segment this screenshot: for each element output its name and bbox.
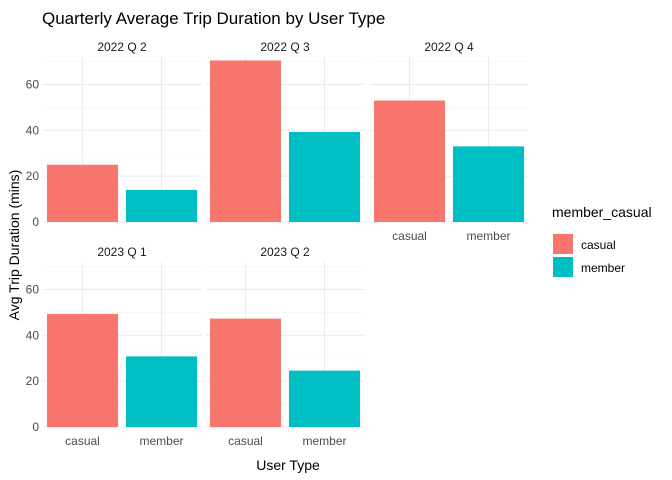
facet-strip-label: 2023 Q 2 xyxy=(260,245,310,259)
y-tick-label: 0 xyxy=(32,215,39,229)
facet-panel: 2023 Q 1 0 20 40 60 casual member xyxy=(26,245,201,448)
facet-strip-label: 2023 Q 1 xyxy=(97,245,147,259)
facet-strip-label: 2022 Q 4 xyxy=(424,40,474,54)
legend-title: member_casual xyxy=(552,204,652,220)
facet-panels: 2022 Q 2 0 20 40 60 2022 Q 3 2022 Q 4 casual mem… xyxy=(26,40,528,448)
legend-label-member: member xyxy=(581,261,625,275)
bar-member xyxy=(125,189,198,222)
y-tick-label: 40 xyxy=(26,123,40,137)
y-tick-label: 60 xyxy=(26,283,40,297)
bar-casual xyxy=(373,100,446,222)
x-tick-label: member xyxy=(466,229,510,243)
legend-swatch-member xyxy=(553,257,573,277)
chart-title: Quarterly Average Trip Duration by User … xyxy=(42,9,385,28)
bar-member xyxy=(452,146,525,222)
x-axis-title: User Type xyxy=(256,457,320,473)
x-tick-label: casual xyxy=(228,434,263,448)
x-tick-label: casual xyxy=(65,434,100,448)
bar-casual xyxy=(46,164,119,222)
y-tick-label: 0 xyxy=(32,420,39,434)
y-tick-label: 40 xyxy=(26,328,40,342)
legend-swatch-casual xyxy=(553,234,573,254)
bar-member xyxy=(288,370,361,427)
y-tick-label: 60 xyxy=(26,78,40,92)
x-tick-label: member xyxy=(139,434,183,448)
facet-panel: 2022 Q 4 casual member xyxy=(370,40,528,243)
bar-casual xyxy=(209,318,282,427)
facet-panel: 2022 Q 2 0 20 40 60 xyxy=(26,40,201,229)
x-tick-label: casual xyxy=(392,229,427,243)
legend-label-casual: casual xyxy=(581,238,616,252)
y-tick-label: 20 xyxy=(26,374,40,388)
y-axis-title: Avg Trip Duration (mins) xyxy=(6,170,22,321)
bar-member xyxy=(125,356,198,427)
legend: member_casual casual member xyxy=(552,204,652,277)
y-tick-label: 20 xyxy=(26,169,40,183)
x-tick-label: member xyxy=(302,434,346,448)
bar-casual xyxy=(46,314,119,427)
bar-casual xyxy=(209,60,282,222)
facet-strip-label: 2022 Q 2 xyxy=(97,40,147,54)
bar-member xyxy=(288,131,361,222)
facet-panel: 2022 Q 3 xyxy=(206,40,364,223)
facet-panel: 2023 Q 2 casual member xyxy=(206,245,364,448)
facet-strip-label: 2022 Q 3 xyxy=(260,40,310,54)
